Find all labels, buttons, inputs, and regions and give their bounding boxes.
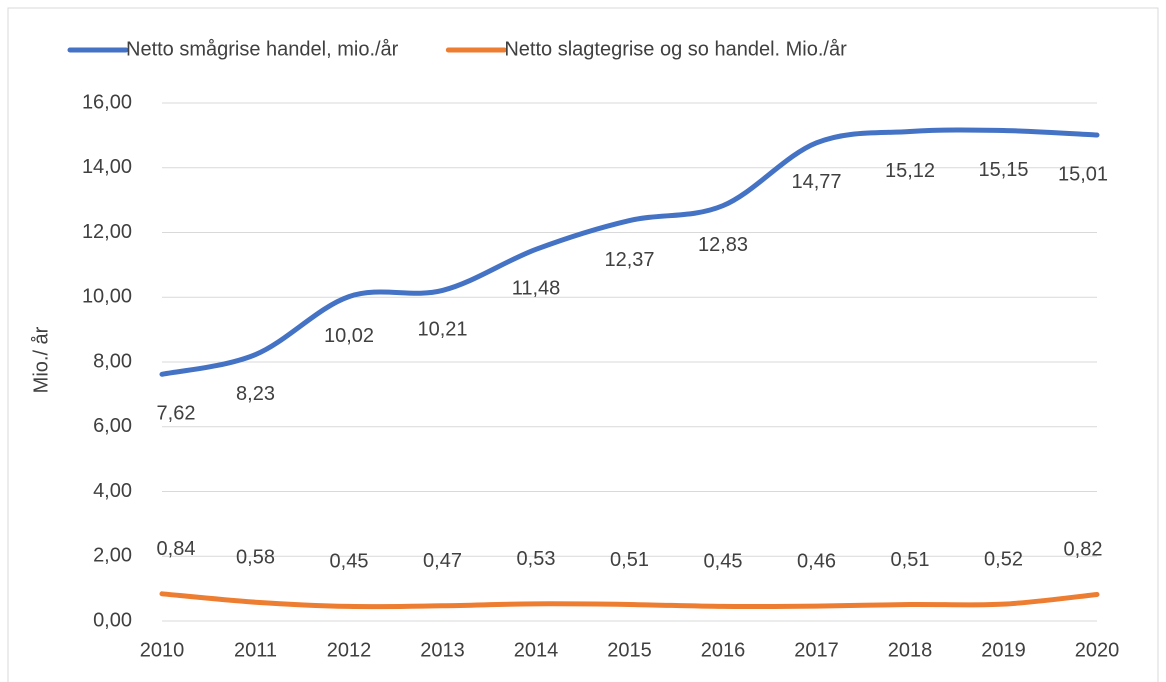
data-label: 0,51: [891, 549, 930, 571]
x-tick-label: 2016: [701, 639, 746, 661]
y-tick-label: 2,00: [93, 545, 132, 567]
data-label: 12,83: [698, 234, 748, 256]
data-label: 0,84: [157, 538, 196, 560]
line: [159, 591, 1100, 610]
y-tick-label: 8,00: [93, 350, 132, 372]
x-tick-label: 2014: [514, 639, 559, 661]
data-label: 0,52: [984, 548, 1023, 570]
data-label: 10,02: [324, 325, 374, 347]
x-tick-label: 2018: [888, 639, 933, 661]
data-label: 14,77: [791, 171, 841, 193]
y-tick-label: 14,00: [82, 156, 132, 178]
data-label: 0,53: [517, 548, 556, 570]
y-tick-label: 6,00: [93, 415, 132, 437]
x-tick-label: 2010: [140, 639, 185, 661]
y-tick-label: 4,00: [93, 480, 132, 502]
legend-label: Netto slagtegrise og so handel. Mio./år: [504, 38, 847, 60]
y-axis-label: Mio./ år: [30, 326, 52, 393]
data-label: 8,23: [236, 383, 275, 405]
data-label: 0,45: [704, 551, 743, 573]
x-tick-label: 2012: [327, 639, 372, 661]
data-label: 15,15: [978, 159, 1028, 181]
x-tick-label: 2015: [607, 639, 652, 661]
data-label: 12,37: [604, 249, 654, 271]
x-tick-label: 2020: [1075, 639, 1120, 661]
x-tick-label: 2013: [420, 639, 465, 661]
data-label: 0,45: [330, 551, 369, 573]
data-label: 0,58: [236, 547, 275, 569]
data-label: 0,51: [610, 549, 649, 571]
chart-border: [7, 7, 1159, 682]
x-tick-label: 2017: [794, 639, 839, 661]
y-tick-label: 16,00: [82, 91, 132, 113]
y-tick-label: 0,00: [93, 609, 132, 631]
y-tick-label: 10,00: [82, 286, 132, 308]
y-tick-label: 12,00: [82, 221, 132, 243]
legend-label: Netto smågrise handel, mio./år: [126, 38, 399, 60]
data-label: 15,01: [1058, 163, 1108, 185]
data-label: 15,12: [885, 160, 935, 182]
line: [159, 127, 1100, 377]
data-label: 0,82: [1064, 539, 1103, 561]
x-tick-label: 2019: [981, 639, 1026, 661]
x-tick-label: 2011: [234, 639, 277, 661]
data-label: 10,21: [417, 319, 467, 341]
data-label: 0,47: [423, 550, 462, 572]
data-label: 11,48: [512, 278, 561, 300]
data-label: 0,46: [797, 550, 836, 572]
data-label: 7,62: [157, 403, 196, 425]
